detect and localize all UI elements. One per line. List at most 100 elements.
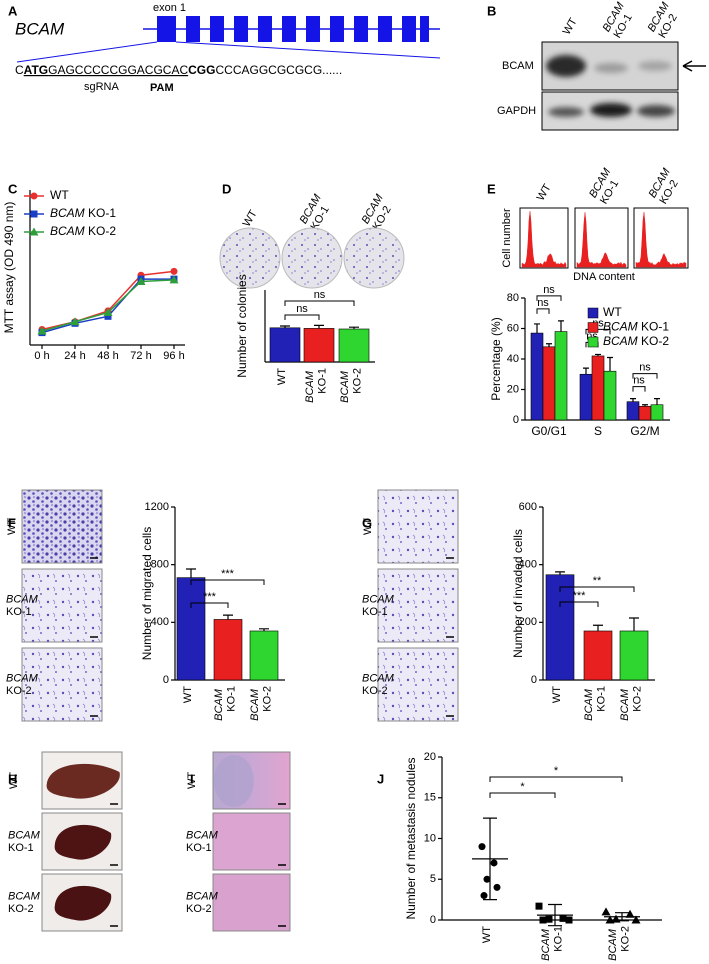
point — [605, 915, 615, 924]
micrograph — [212, 873, 291, 932]
error-bar — [593, 624, 603, 631]
bar — [619, 630, 649, 681]
row-label: WT — [8, 772, 20, 789]
error-bar — [314, 324, 324, 329]
seq-part: C — [15, 63, 24, 77]
point — [37, 326, 47, 335]
x-tick-label: 0 h — [34, 350, 49, 362]
legend-marker — [30, 192, 38, 200]
y-axis-label: Number of invaded cells — [511, 529, 525, 658]
y-axis-label: MTT assay (OD 490 nm) — [2, 202, 16, 334]
blot-row-label: GAPDH — [497, 105, 536, 117]
sig-bracket — [284, 300, 355, 306]
legend-marker — [30, 210, 38, 218]
flow-x-label: DNA content — [573, 271, 635, 283]
x-tick-label: BCAM KO-1 — [540, 926, 565, 961]
legend-marker — [29, 227, 39, 236]
row-label: WT — [362, 518, 374, 535]
y-tick-label: 15 — [424, 792, 436, 804]
y-tick-label: 800 — [151, 559, 169, 571]
sequence: CATGGAGCCCCCGGACGCACCGGCCCAGGCGCGCG.....… — [15, 63, 342, 77]
point — [170, 267, 178, 275]
bar — [176, 577, 206, 681]
row-label: BCAM KO-2 — [362, 672, 397, 697]
row-label: BCAM KO-2 — [8, 890, 43, 915]
micrograph — [212, 812, 291, 871]
y-tick-label: 0 — [513, 414, 519, 426]
x-tick-label: BCAM KO-1 — [583, 686, 608, 721]
sig-bracket — [489, 776, 623, 782]
colony-plate — [281, 227, 343, 289]
x-tick-label: WT — [276, 368, 288, 385]
error-bar — [534, 323, 540, 334]
row-label: BCAM KO-2 — [186, 890, 221, 915]
x-tick-label: BCAM KO-1 — [304, 368, 329, 403]
micrograph — [21, 489, 103, 564]
sig-bracket — [559, 586, 635, 592]
sig-bracket — [632, 373, 658, 379]
error-bar — [615, 912, 629, 922]
sig-bracket — [536, 308, 550, 314]
liver — [54, 824, 112, 860]
sig-label: *** — [221, 568, 235, 580]
y-tick-label: 40 — [507, 353, 519, 365]
y-tick-label: 0 — [430, 914, 436, 926]
zoom-line — [175, 41, 441, 59]
bar — [603, 370, 617, 421]
x-tick-label: 24 h — [64, 350, 85, 362]
panel-label: G — [362, 515, 372, 530]
bar — [269, 327, 301, 363]
bar — [626, 401, 640, 421]
error-bar — [280, 325, 290, 328]
y-tick-label: 400 — [519, 559, 537, 571]
point — [625, 909, 635, 918]
lane-label: BCAM KO-2 — [645, 0, 684, 40]
point — [136, 276, 146, 285]
panel-label: F — [8, 515, 16, 530]
lane-label: WT — [241, 208, 260, 229]
x-tick-label: WT — [551, 686, 563, 703]
y-tick-label: 0 — [163, 674, 169, 686]
legend-label: WT — [50, 188, 69, 202]
point — [70, 317, 80, 326]
bar — [591, 355, 605, 421]
y-tick-label: 0 — [531, 674, 537, 686]
error-bar — [629, 617, 639, 631]
point — [480, 892, 488, 900]
sig-bracket — [284, 314, 320, 320]
y-tick-label: 400 — [151, 616, 169, 628]
y-axis-label: Number of colonies — [235, 274, 249, 377]
sig-bracket — [536, 295, 562, 301]
sig-label: ns — [537, 297, 549, 309]
x-tick-label: BCAM KO-2 — [607, 926, 632, 961]
flow-histogram — [576, 212, 627, 268]
point — [490, 859, 498, 867]
sig-label: ns — [314, 289, 326, 301]
sig-bracket — [190, 602, 229, 608]
x-tick-label: 96 h — [163, 350, 184, 362]
point — [545, 915, 553, 923]
legend-label: BCAM KO-1 — [50, 206, 116, 220]
exon-label: exon 1 — [153, 2, 186, 14]
point — [478, 843, 486, 851]
seq-part: GAGCCCCCGGACGCAC — [48, 63, 188, 77]
panel-label: J — [377, 771, 384, 786]
panel-label: D — [222, 181, 231, 196]
legend-label: BCAM KO-2 — [50, 224, 116, 238]
x-tick-label: WT — [481, 926, 493, 943]
panel-label: E — [487, 181, 496, 196]
panel-label: A — [8, 3, 18, 18]
error-bar — [642, 404, 648, 407]
point — [539, 916, 547, 924]
y-axis-label: Number of migrated cells — [140, 527, 154, 660]
x-tick-label: BCAM KO-2 — [249, 686, 274, 721]
arrow — [682, 60, 706, 72]
sig-label: ns — [296, 303, 308, 315]
point — [631, 915, 641, 924]
row-label: WT — [186, 772, 198, 789]
legend-swatch — [587, 336, 599, 348]
error-bar — [186, 568, 196, 578]
micrograph — [377, 647, 459, 722]
y-axis-label: Percentage (%) — [489, 317, 503, 400]
